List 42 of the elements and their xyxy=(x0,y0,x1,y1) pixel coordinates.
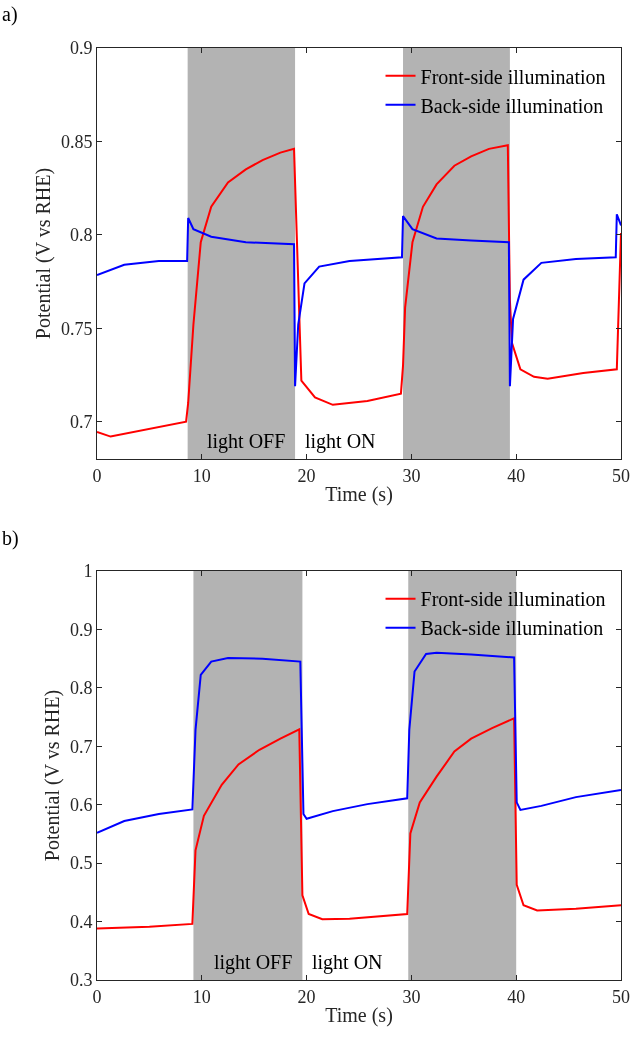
x-tick-label: 50 xyxy=(612,465,630,486)
annotation: light ON xyxy=(312,951,383,974)
line-series xyxy=(97,717,621,930)
y-tick-label: 0.6 xyxy=(69,795,93,816)
x-tick-label: 0 xyxy=(92,986,102,1007)
legend-label: Front-side illumination xyxy=(420,65,606,88)
x-axis-title: Time (s) xyxy=(325,483,393,507)
legend-label: Back-side illumination xyxy=(420,617,604,640)
y-tick-label: 0.7 xyxy=(69,736,93,757)
x-tick-label: 0 xyxy=(92,465,102,486)
y-tick-label: 0.3 xyxy=(69,970,93,991)
x-tick-label: 20 xyxy=(297,986,316,1007)
x-tick-label: 40 xyxy=(507,986,526,1007)
x-tick-label: 20 xyxy=(297,465,316,486)
y-axis-title: Potential (V vs RHE) xyxy=(32,167,56,340)
x-tick-label: 30 xyxy=(402,465,421,486)
line-series xyxy=(97,213,621,388)
x-tick-label: 40 xyxy=(507,465,526,486)
y-tick-label: 0.9 xyxy=(69,619,93,640)
y-tick-label: 0.4 xyxy=(69,911,93,932)
annotation: light ON xyxy=(305,430,376,453)
y-tick-label: 0.7 xyxy=(69,411,93,432)
chart-title: a) xyxy=(2,3,18,26)
y-tick-label: 0.8 xyxy=(69,225,93,246)
chart-title: b) xyxy=(2,527,19,550)
y-tick-label: 0.75 xyxy=(60,318,93,339)
x-tick-label: 30 xyxy=(402,986,421,1007)
x-tick-label: 10 xyxy=(192,465,211,486)
legend-label: Front-side illumination xyxy=(420,588,606,611)
x-axis-title: Time (s) xyxy=(325,1004,393,1028)
y-tick-label: 0.85 xyxy=(60,131,93,152)
y-tick-label: 1 xyxy=(83,561,93,582)
annotation: light OFF xyxy=(207,430,286,453)
x-tick-label: 10 xyxy=(192,986,211,1007)
y-tick-label: 0.5 xyxy=(69,853,93,874)
legend-label: Back-side illumination xyxy=(420,94,604,117)
x-tick-label: 50 xyxy=(612,986,630,1007)
y-tick-label: 0.8 xyxy=(69,678,93,699)
line-series xyxy=(97,651,621,834)
y-axis-title: Potential (V vs RHE) xyxy=(41,689,65,862)
y-tick-label: 0.9 xyxy=(69,38,93,59)
annotation: light OFF xyxy=(214,951,293,974)
